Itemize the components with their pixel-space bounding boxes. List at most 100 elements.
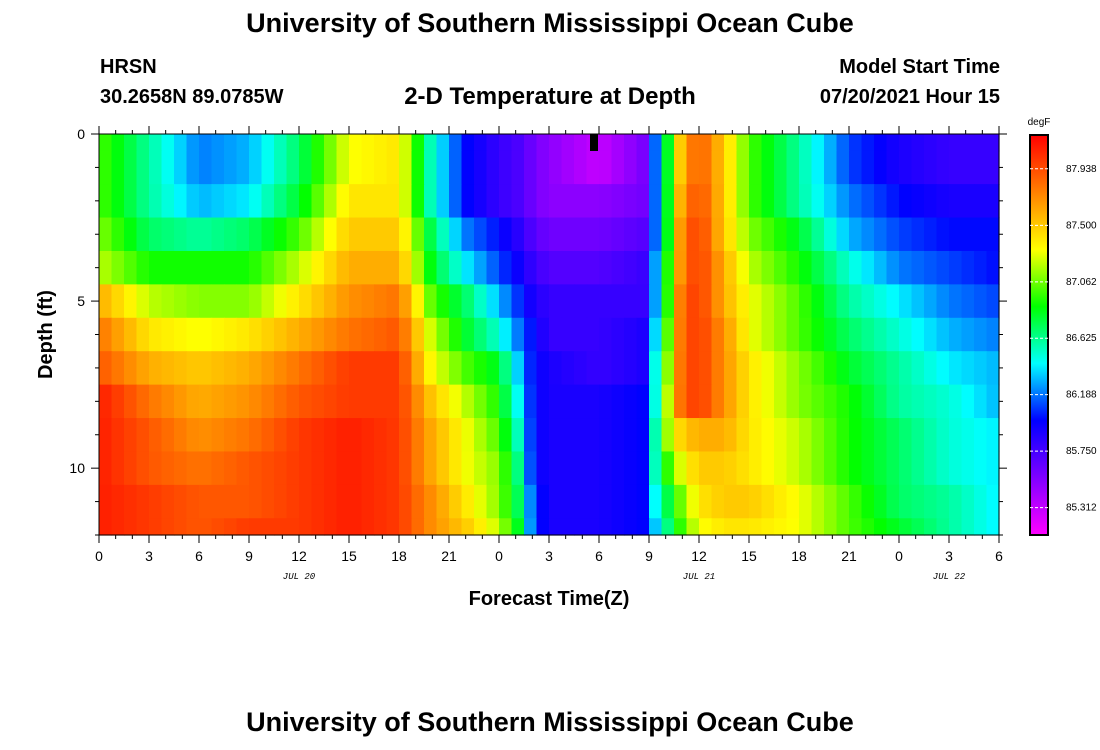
heatmap-cell (949, 184, 963, 219)
heatmap-cell (711, 134, 725, 152)
heatmap-cell (174, 484, 188, 519)
heatmap-cell (374, 250, 388, 285)
heatmap-cell (111, 184, 125, 219)
heatmap-cell (199, 484, 213, 519)
heatmap-cell (886, 150, 900, 185)
heatmap-cell (174, 250, 188, 285)
heatmap-cell (599, 518, 613, 536)
heatmap-cell (949, 384, 963, 419)
heatmap-cell (574, 418, 588, 453)
heatmap-cell (786, 150, 800, 185)
heatmap-cell (474, 418, 488, 453)
heatmap-cell (536, 351, 550, 386)
heatmap-cell (299, 384, 313, 419)
heatmap-cell (986, 484, 1000, 519)
heatmap-cell (274, 484, 288, 519)
heatmap-cell (586, 317, 600, 352)
colorbar-label: 86.625 (1066, 333, 1097, 344)
heatmap-cell (711, 351, 725, 386)
heatmap-cell (686, 384, 700, 419)
heatmap-cell (924, 451, 938, 486)
heatmap-cell (374, 184, 388, 219)
heatmap-cell (136, 284, 150, 319)
heatmap-cell (174, 518, 188, 536)
heatmap-cell (661, 217, 675, 252)
heatmap-cell (936, 217, 950, 252)
heatmap-cell (386, 384, 400, 419)
heatmap-cell (724, 418, 738, 453)
heatmap-cell (661, 484, 675, 519)
heatmap-cell (324, 284, 338, 319)
heatmap-cell (461, 150, 475, 185)
heatmap-cell (174, 217, 188, 252)
y-tick-label: 5 (77, 293, 85, 309)
heatmap-cell (399, 150, 413, 185)
heatmap-cell (636, 518, 650, 536)
heatmap-cell (774, 184, 788, 219)
heatmap-cell (824, 134, 838, 152)
x-tick-label: 0 (95, 548, 103, 564)
colorbar-label: 87.938 (1066, 164, 1097, 175)
heatmap-cell (911, 418, 925, 453)
heatmap-cell (649, 184, 663, 219)
heatmap-cell (786, 217, 800, 252)
heatmap-cell (311, 284, 325, 319)
heatmap-cell (649, 317, 663, 352)
heatmap-cell (899, 384, 913, 419)
heatmap-cell (611, 451, 625, 486)
heatmap-cell (849, 134, 863, 152)
heatmap-cell (924, 250, 938, 285)
heatmap-cell (586, 384, 600, 419)
heatmap-cell (424, 451, 438, 486)
heatmap-cell (311, 418, 325, 453)
heatmap-cell (311, 484, 325, 519)
model-start-label: Model Start Time (839, 56, 1000, 78)
heatmap-cell (611, 150, 625, 185)
heatmap-cell (749, 384, 763, 419)
x-axis-title: Forecast Time(Z) (469, 588, 630, 610)
heatmap-cell (261, 418, 275, 453)
heatmap-cell (536, 518, 550, 536)
heatmap-cell (411, 418, 425, 453)
heatmap-cell (111, 351, 125, 386)
heatmap-cell (761, 518, 775, 536)
heatmap-cell (499, 317, 513, 352)
heatmap-cell (724, 484, 738, 519)
heatmap-cell (961, 250, 975, 285)
heatmap-cell (524, 451, 538, 486)
heatmap-cell (249, 451, 263, 486)
heatmap-cell (211, 134, 225, 152)
heatmap-cell (149, 484, 163, 519)
heatmap-cell (174, 134, 188, 152)
heatmap-cell (624, 518, 638, 536)
heatmap-cell (224, 134, 238, 152)
heatmap-cell (561, 150, 575, 185)
heatmap-cell (561, 217, 575, 252)
heatmap-cell (636, 284, 650, 319)
heatmap-cell (224, 518, 238, 536)
heatmap-cell (249, 317, 263, 352)
heatmap-cell (749, 134, 763, 152)
heatmap-cell (886, 384, 900, 419)
heatmap-cell (649, 451, 663, 486)
heatmap-cell (636, 184, 650, 219)
heatmap-cell (361, 217, 375, 252)
x-axis: 0 3 6 9 12 15 18 21 0 3 6 9 12 15 18 21 0 3 6 (95, 126, 1003, 564)
heatmap-cell (299, 451, 313, 486)
x-tick-label: 0 (495, 548, 503, 564)
heatmap-cell (374, 217, 388, 252)
heatmap-cell (761, 284, 775, 319)
heatmap-cell (936, 451, 950, 486)
heatmap-cell (124, 384, 138, 419)
heatmap-cell (961, 384, 975, 419)
heatmap-cell (161, 518, 175, 536)
heatmap-cell (799, 317, 813, 352)
heatmap-cell (374, 351, 388, 386)
heatmap-cell (974, 351, 988, 386)
heatmap-cell (836, 317, 850, 352)
heatmap-cell (249, 250, 263, 285)
heatmap-cell (736, 134, 750, 152)
heatmap-cell (261, 317, 275, 352)
heatmap-cell (299, 351, 313, 386)
heatmap-cell (186, 217, 200, 252)
